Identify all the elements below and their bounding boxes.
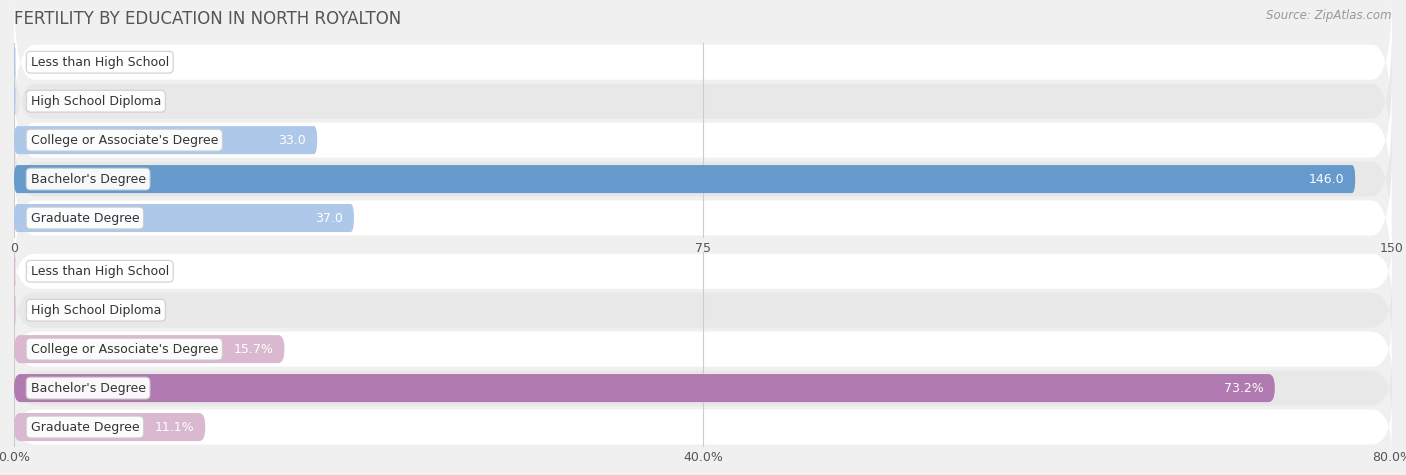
Text: Source: ZipAtlas.com: Source: ZipAtlas.com [1267,10,1392,22]
Text: 0.0: 0.0 [25,56,45,69]
FancyBboxPatch shape [14,359,1392,417]
FancyBboxPatch shape [14,109,1392,249]
FancyBboxPatch shape [14,165,1355,193]
Text: 0.0%: 0.0% [25,265,58,278]
FancyBboxPatch shape [14,281,1392,339]
FancyBboxPatch shape [14,398,1392,456]
Text: College or Associate's Degree: College or Associate's Degree [31,342,218,356]
Text: Bachelor's Degree: Bachelor's Degree [31,381,146,395]
FancyBboxPatch shape [14,70,1392,210]
Text: College or Associate's Degree: College or Associate's Degree [31,133,218,147]
FancyBboxPatch shape [14,31,1392,171]
Text: High School Diploma: High School Diploma [31,304,160,317]
Text: 15.7%: 15.7% [233,342,273,356]
Text: Graduate Degree: Graduate Degree [31,420,139,434]
FancyBboxPatch shape [14,413,205,441]
FancyBboxPatch shape [14,335,284,363]
Text: Less than High School: Less than High School [31,265,169,278]
Text: Less than High School: Less than High School [31,56,169,69]
FancyBboxPatch shape [14,148,1392,288]
Text: 33.0: 33.0 [278,133,307,147]
FancyBboxPatch shape [14,0,1392,133]
Text: Graduate Degree: Graduate Degree [31,211,139,225]
Text: Bachelor's Degree: Bachelor's Degree [31,172,146,186]
Text: 73.2%: 73.2% [1225,381,1264,395]
FancyBboxPatch shape [14,320,1392,378]
Text: FERTILITY BY EDUCATION IN NORTH ROYALTON: FERTILITY BY EDUCATION IN NORTH ROYALTON [14,10,401,28]
Text: 11.1%: 11.1% [155,420,194,434]
FancyBboxPatch shape [14,204,354,232]
Text: 37.0: 37.0 [315,211,343,225]
Text: High School Diploma: High School Diploma [31,95,160,108]
FancyBboxPatch shape [14,126,318,154]
FancyBboxPatch shape [14,374,1275,402]
Text: 0.0%: 0.0% [25,304,58,317]
FancyBboxPatch shape [14,242,1392,301]
Text: 0.0: 0.0 [25,95,45,108]
Text: 146.0: 146.0 [1309,172,1344,186]
